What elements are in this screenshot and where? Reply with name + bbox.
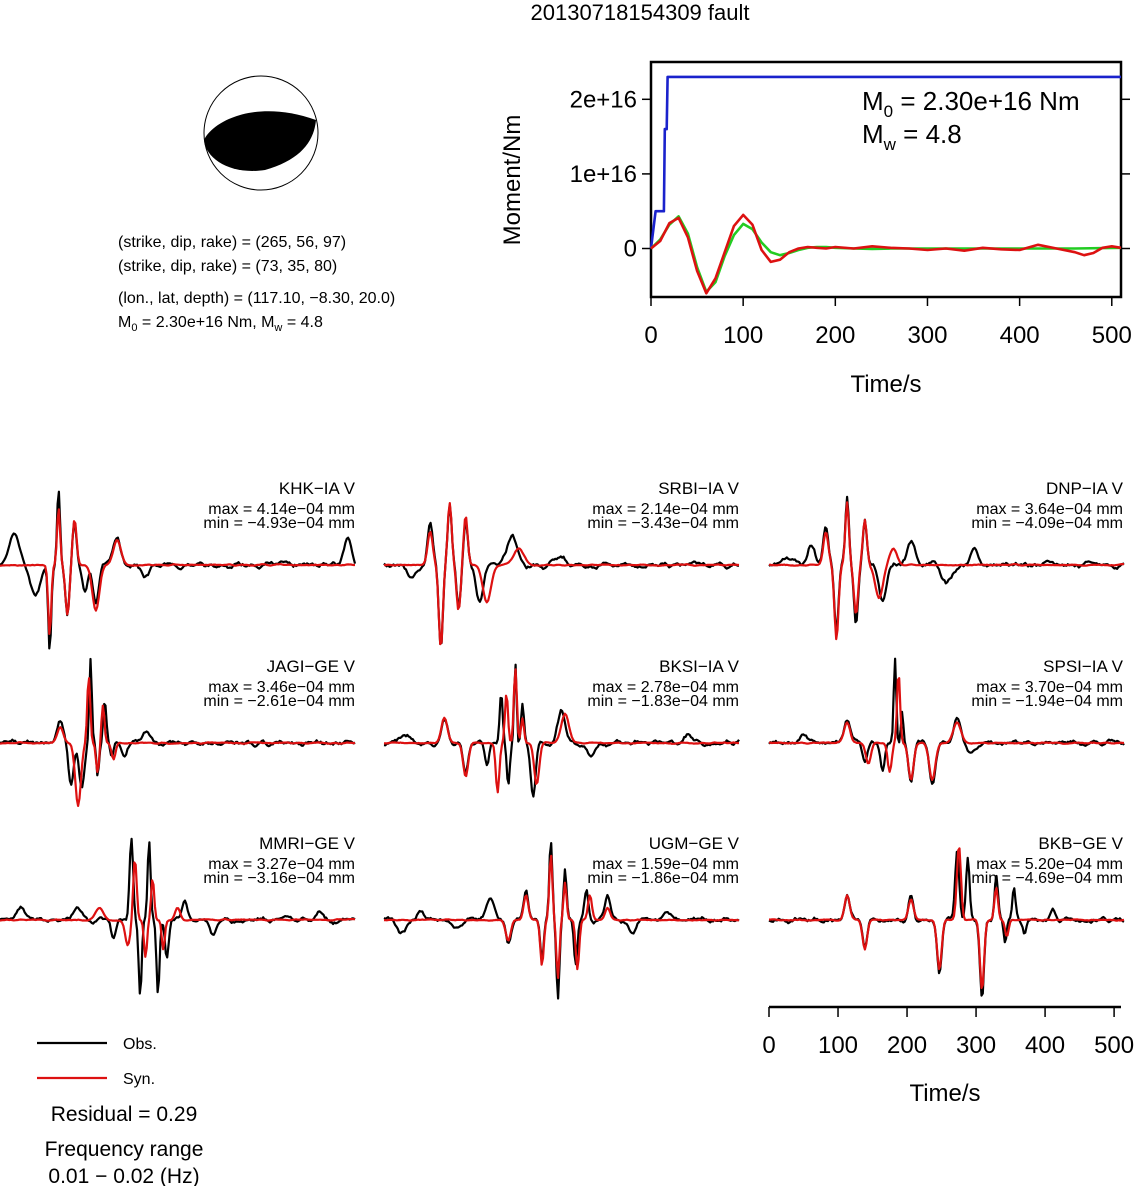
seismo-xlabel: Time/s bbox=[909, 1080, 980, 1107]
seismo-xtick-label: 200 bbox=[887, 1032, 927, 1059]
station-label: BKB−GE V bbox=[1038, 834, 1123, 853]
moment-ylabel: Moment/Nm bbox=[499, 115, 526, 246]
synthetic-trace bbox=[768, 677, 1125, 782]
station-label: DNP−IA V bbox=[1046, 479, 1124, 498]
station-label: UGM−GE V bbox=[649, 834, 740, 853]
moment-annotation-m0: M0 = 2.30e+16 Nm bbox=[862, 86, 1080, 121]
max-amplitude-label: max = 5.20e−04 mm bbox=[976, 856, 1123, 873]
max-amplitude-label: max = 4.14e−04 mm bbox=[208, 501, 355, 518]
observed-trace bbox=[768, 657, 1125, 785]
moment-plot: 0 1e+16 2e+16 0 100 200 300 400 500 Moment/Nm T… bbox=[499, 60, 1132, 398]
synthetic-trace bbox=[768, 501, 1125, 641]
moment-annotation-mw: Mw = 4.8 bbox=[862, 119, 962, 154]
synthetic-trace bbox=[0, 677, 356, 808]
station-label: SRBI−IA V bbox=[658, 479, 739, 498]
max-amplitude-label: max = 3.64e−04 mm bbox=[976, 501, 1123, 518]
station-label: BKSI−IA V bbox=[659, 657, 740, 676]
hypocenter-location: (lon., lat, depth) = (117.10, −8.30, 20.… bbox=[118, 290, 395, 307]
station-label: JAGI−GE V bbox=[267, 657, 356, 676]
nodal-plane-1: (strike, dip, rake) = (265, 56, 97) bbox=[118, 234, 346, 251]
min-amplitude-label: min = −4.09e−04 mm bbox=[971, 515, 1123, 532]
moment-xtick-label: 0 bbox=[644, 322, 657, 349]
moment-xtick-label: 300 bbox=[907, 322, 947, 349]
moment-xlabel: Time/s bbox=[850, 371, 921, 398]
moment-xtick-label: 400 bbox=[1000, 322, 1040, 349]
nodal-plane-2: (strike, dip, rake) = (73, 35, 80) bbox=[118, 258, 337, 275]
moment-plot-frame bbox=[649, 60, 1123, 299]
moment-xtick-label: 100 bbox=[723, 322, 763, 349]
beachball-compressional-quadrant bbox=[204, 111, 316, 171]
min-amplitude-label: min = −2.61e−04 mm bbox=[203, 693, 355, 710]
seismo-xtick-label: 400 bbox=[1025, 1032, 1065, 1059]
moment-rate-red-line bbox=[650, 213, 1122, 295]
min-amplitude-label: min = −1.86e−04 mm bbox=[587, 870, 739, 887]
max-amplitude-label: max = 3.70e−04 mm bbox=[976, 679, 1123, 696]
synthetic-trace bbox=[0, 508, 355, 636]
synthetic-trace bbox=[383, 668, 740, 794]
min-amplitude-label: min = −3.43e−04 mm bbox=[587, 515, 739, 532]
min-amplitude-label: min = −3.16e−04 mm bbox=[203, 870, 355, 887]
moment-x-axis: 0 100 200 300 400 500 bbox=[644, 297, 1132, 349]
observed-trace bbox=[0, 837, 356, 995]
moment-series bbox=[649, 75, 1122, 295]
max-amplitude-label: max = 3.27e−04 mm bbox=[208, 856, 355, 873]
moment-summary: M0 = 2.30e+16 Nm, Mw = 4.8 bbox=[118, 314, 323, 334]
frequency-range-value: 0.01 − 0.02 (Hz) bbox=[48, 1165, 199, 1186]
max-amplitude-label: max = 3.46e−04 mm bbox=[208, 679, 355, 696]
min-amplitude-label: min = −1.94e−04 mm bbox=[971, 693, 1123, 710]
seismo-xtick-label: 300 bbox=[956, 1032, 996, 1059]
min-amplitude-label: min = −1.83e−04 mm bbox=[587, 693, 739, 710]
moment-rate-blue-line bbox=[649, 75, 1121, 249]
moment-ytick-label: 0 bbox=[624, 236, 637, 263]
min-amplitude-label: min = −4.69e−04 mm bbox=[971, 870, 1123, 887]
beachball bbox=[203, 75, 319, 191]
moment-xtick-label: 200 bbox=[815, 322, 855, 349]
seismo-xtick-label: 500 bbox=[1094, 1032, 1134, 1059]
seismo-xtick-label: 100 bbox=[818, 1032, 858, 1059]
station-label: SPSI−IA V bbox=[1043, 657, 1124, 676]
legend-syn-label: Syn. bbox=[123, 1071, 155, 1088]
max-amplitude-label: max = 2.78e−04 mm bbox=[592, 679, 739, 696]
legend: Obs. Syn. Residual = 0.29 Frequency rang… bbox=[37, 1036, 203, 1186]
legend-obs-label: Obs. bbox=[123, 1036, 157, 1053]
min-amplitude-label: min = −4.93e−04 mm bbox=[203, 515, 355, 532]
station-label: MMRI−GE V bbox=[259, 834, 356, 853]
seismogram-time-axis: 0 100 200 300 400 500 Time/s bbox=[762, 1005, 1134, 1107]
max-amplitude-label: max = 2.14e−04 mm bbox=[592, 501, 739, 518]
moment-ytick-label: 1e+16 bbox=[570, 161, 637, 188]
mechanism-text: (strike, dip, rake) = (265, 56, 97) (str… bbox=[118, 234, 395, 334]
max-amplitude-label: max = 1.59e−04 mm bbox=[592, 856, 739, 873]
seismo-x-ticks: 0 100 200 300 400 500 bbox=[762, 1007, 1134, 1059]
moment-rate-green-line bbox=[650, 215, 1122, 294]
moment-ytick-label: 2e+16 bbox=[570, 86, 637, 113]
moment-xtick-label: 500 bbox=[1092, 322, 1132, 349]
synthetic-trace bbox=[383, 854, 740, 980]
moment-y-axis: 0 1e+16 2e+16 bbox=[570, 86, 1130, 263]
figure-title: 20130718154309 fault bbox=[531, 0, 750, 25]
synthetic-trace bbox=[383, 502, 740, 646]
synthetic-trace bbox=[0, 861, 356, 958]
synthetic-trace bbox=[768, 847, 1125, 990]
frequency-range-title: Frequency range bbox=[45, 1138, 204, 1161]
seismo-xtick-label: 0 bbox=[762, 1032, 775, 1059]
residual-text: Residual = 0.29 bbox=[51, 1103, 198, 1126]
station-label: KHK−IA V bbox=[279, 479, 356, 498]
